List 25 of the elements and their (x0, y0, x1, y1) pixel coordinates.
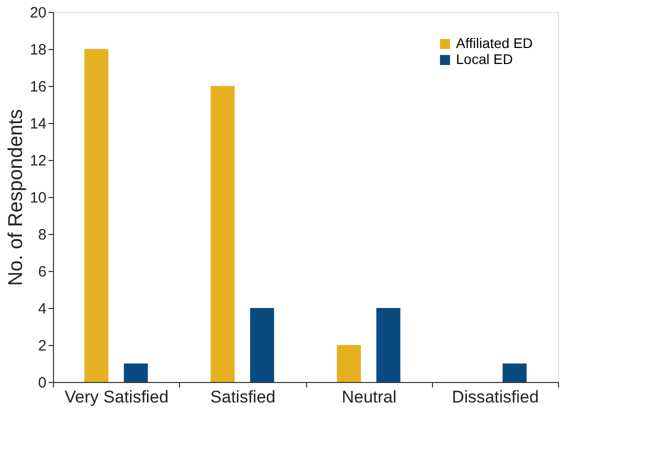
bar (124, 364, 148, 382)
bar (376, 308, 400, 382)
bar (210, 86, 235, 382)
y-tick-label: 16 (30, 78, 46, 96)
y-tick-label: 6 (38, 264, 46, 280)
legend-label: Local ED (456, 51, 513, 67)
x-tick-label: Satisfied (210, 388, 276, 406)
x-tick-label: Dissatisfied (452, 388, 539, 406)
y-tick-label: 2 (38, 338, 46, 354)
legend-label: Affiliated ED (456, 35, 533, 51)
y-tick-label: 14 (30, 116, 46, 132)
y-tick-label: 12 (30, 152, 46, 170)
bar (336, 345, 361, 382)
y-tick-label: 4 (38, 300, 46, 318)
y-tick-label: 20 (30, 4, 46, 22)
y-tick-label: 8 (38, 226, 46, 244)
x-tick-label: Neutral (342, 388, 397, 406)
y-axis-title: No. of Respondents (4, 109, 27, 286)
y-tick-label: 0 (38, 374, 46, 392)
bar (250, 308, 274, 382)
y-tick-label: 10 (30, 190, 46, 206)
x-tick-label: Very Satisfied (64, 388, 169, 406)
y-tick-label: 18 (30, 42, 46, 58)
bar (84, 49, 108, 382)
bar (502, 364, 527, 382)
